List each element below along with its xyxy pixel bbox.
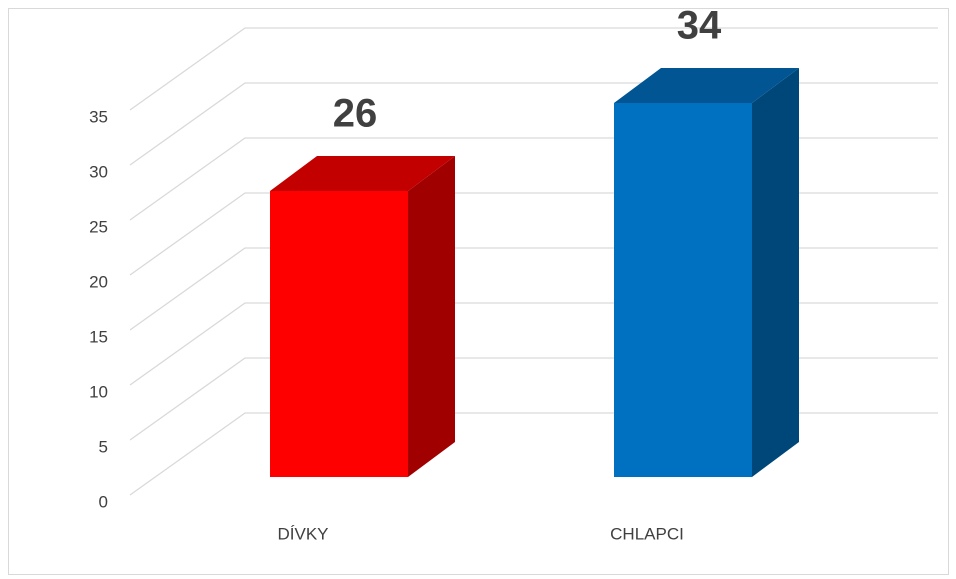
bar-top: [614, 68, 799, 103]
x-tick-label: DÍVKY: [277, 524, 328, 543]
y-tick-label: 35: [89, 107, 108, 126]
bar-side: [408, 156, 455, 477]
value-label: 34: [677, 4, 722, 48]
bar-top: [270, 156, 455, 191]
bar-front: [614, 103, 752, 477]
bar: [270, 156, 455, 477]
chart-border: [8, 8, 949, 575]
grid-line: [129, 27, 938, 111]
y-tick-label: 30: [89, 162, 108, 181]
y-tick-label: 10: [89, 382, 108, 401]
y-tick-label: 15: [89, 327, 108, 346]
bar-front: [270, 191, 408, 477]
y-tick-label: 20: [89, 272, 108, 291]
bar-side: [752, 68, 799, 477]
y-tick-label: 5: [99, 437, 108, 456]
x-tick-label: CHLAPCI: [610, 524, 684, 543]
value-label: 26: [333, 92, 378, 136]
y-tick-label: 25: [89, 217, 108, 236]
y-tick-label: 0: [99, 492, 108, 511]
bar: [614, 68, 799, 477]
